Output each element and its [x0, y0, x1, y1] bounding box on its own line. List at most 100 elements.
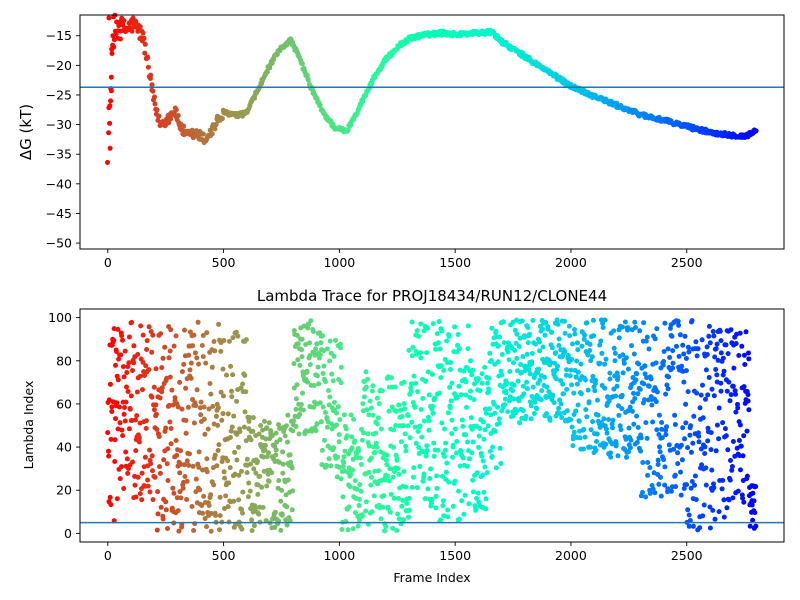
lambda-point [672, 422, 678, 427]
dg-y-axis-label: ΔG (kT) [17, 104, 35, 160]
lambda-point [556, 405, 562, 411]
lambda-point [514, 355, 520, 361]
lambda-point [363, 508, 369, 514]
lambda-point [529, 351, 535, 356]
dg-point [305, 77, 311, 83]
lambda-point [106, 397, 112, 403]
lambda-point [303, 342, 309, 347]
lambda-point [134, 413, 140, 419]
lambda-point [573, 374, 579, 380]
lambda-point [625, 408, 631, 414]
lambda-point [294, 382, 300, 388]
lambda-point [213, 413, 219, 419]
lambda-point [679, 457, 685, 463]
lambda-point [530, 384, 536, 390]
lambda-point [661, 359, 667, 364]
lambda-point [601, 416, 607, 422]
lambda-point [628, 437, 634, 443]
lambda-point [396, 516, 402, 522]
lambda-point [417, 463, 423, 469]
lambda-point [151, 407, 157, 413]
lambda-point [178, 495, 184, 501]
lambda-point [358, 488, 364, 494]
lambda-point [153, 402, 159, 408]
lambda-point [165, 446, 171, 452]
lambda-point [420, 478, 426, 484]
lambda-point [361, 394, 367, 400]
dg-point [145, 54, 151, 60]
lambda-point [119, 427, 125, 433]
lambda-point [733, 341, 739, 346]
lambda-point [217, 494, 223, 500]
lambda-point [252, 505, 258, 511]
lambda-point [263, 436, 269, 442]
lambda-point [688, 423, 694, 429]
y-tick-label: −45 [46, 206, 72, 221]
lambda-point [350, 526, 356, 532]
lambda-point [390, 525, 396, 531]
y-tick-label: −40 [46, 176, 72, 191]
lambda-point [654, 389, 660, 395]
lambda-point [297, 411, 303, 417]
lambda-point [149, 349, 155, 355]
lambda-point [216, 442, 222, 448]
lambda-point [126, 426, 132, 432]
lambda-point [196, 464, 202, 470]
lambda-point [572, 327, 578, 333]
lambda-point [134, 389, 140, 395]
lambda-point [676, 353, 682, 359]
lambda-point [663, 391, 669, 397]
lambda-point [424, 443, 430, 449]
lambda-point [706, 375, 712, 380]
lambda-point [711, 481, 716, 487]
lambda-point [322, 379, 328, 385]
lambda-point [351, 416, 357, 422]
lambda-point [284, 504, 290, 510]
dg-point [107, 120, 113, 126]
lambda-point [338, 476, 344, 482]
lambda-point [625, 325, 631, 331]
lambda-point [350, 467, 356, 473]
dg-point [118, 28, 124, 34]
lambda-point [170, 485, 176, 491]
lambda-point [128, 393, 134, 399]
lambda-point [465, 439, 470, 445]
lambda-point [122, 418, 128, 424]
lambda-point [218, 389, 224, 395]
lambda-point [296, 431, 302, 437]
lambda-point [285, 477, 291, 483]
lambda-point [447, 405, 453, 411]
lambda-point [276, 459, 282, 465]
lambda-point [125, 389, 131, 394]
lambda-point [449, 417, 455, 423]
lambda-point [678, 469, 683, 475]
lambda-point [554, 317, 560, 323]
dg-point [209, 131, 215, 137]
dg-point [145, 64, 151, 70]
lambda-point [225, 411, 231, 417]
lambda-point [741, 433, 747, 439]
lambda-point [341, 454, 347, 460]
lambda-point [649, 402, 655, 408]
lambda-point [266, 450, 271, 456]
lambda-point [236, 497, 242, 503]
lambda-point [337, 417, 343, 423]
lambda-point [299, 354, 305, 360]
lambda-point [445, 410, 451, 416]
lambda-point [433, 505, 439, 511]
lambda-point [164, 461, 170, 467]
lambda-point [173, 333, 179, 339]
lambda-point [449, 431, 455, 437]
lambda-point [332, 400, 337, 405]
lambda-point [440, 498, 446, 504]
lambda-point [352, 510, 358, 516]
lambda-point [538, 397, 544, 403]
lambda-point [108, 436, 114, 442]
lambda-point [454, 439, 460, 444]
lambda-point [445, 514, 451, 520]
lambda-point [588, 427, 594, 433]
lambda-point [569, 382, 575, 388]
lambda-point [181, 361, 187, 367]
lambda-point [255, 491, 261, 497]
dg-point [317, 102, 323, 108]
